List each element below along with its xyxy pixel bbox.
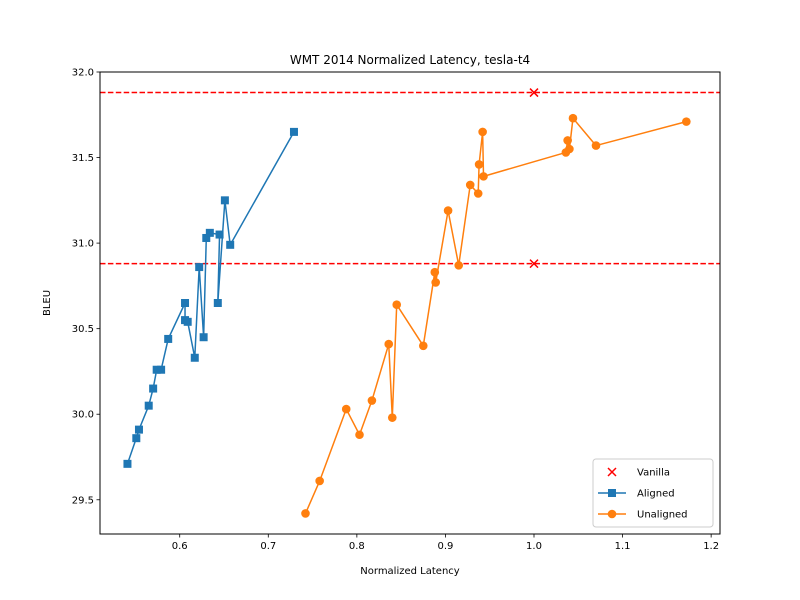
- unaligned-point: [591, 141, 601, 150]
- y-axis-label: BLEU: [42, 290, 53, 316]
- aligned-point: [144, 401, 153, 410]
- unaligned-point: [474, 160, 484, 169]
- aligned-point: [164, 334, 173, 343]
- aligned-point: [157, 365, 166, 374]
- legend-label-unaligned: Unaligned: [637, 510, 688, 521]
- y-tick-label: 30.5: [72, 324, 94, 335]
- legend-item-vanilla: Vanilla: [607, 467, 670, 479]
- plot-area: [100, 88, 720, 518]
- aligned-point: [123, 459, 132, 468]
- unaligned-point: [568, 113, 578, 123]
- aligned-point: [149, 384, 158, 393]
- legend-item-unaligned: Unaligned: [598, 510, 688, 521]
- y-axis-ticks: 29.5 30.0 30.5 31.0 31.5 32.0: [72, 68, 100, 506]
- aligned-point: [152, 365, 161, 374]
- vanilla-point: [529, 259, 539, 269]
- x-tick-label: 1.0: [526, 541, 542, 552]
- vanilla-series: [529, 88, 539, 269]
- x-tick-label: 1.1: [615, 541, 631, 552]
- x-tick-label: 1.2: [703, 541, 719, 552]
- unaligned-point: [392, 300, 402, 310]
- x-axis-ticks: 0.6 0.7 0.8 0.9 1.0 1.1 1.2: [172, 534, 719, 552]
- aligned-point: [199, 333, 208, 342]
- vanilla-point: [529, 88, 539, 98]
- y-tick-label: 30.0: [72, 410, 94, 421]
- unaligned-point: [465, 180, 475, 190]
- y-tick-label: 29.5: [72, 495, 94, 506]
- unaligned-point: [315, 476, 324, 486]
- unaligned-point: [479, 172, 488, 181]
- aligned-point: [190, 353, 199, 362]
- unaligned-series: [301, 113, 691, 518]
- legend-box: [592, 458, 714, 528]
- aligned-point: [213, 299, 222, 307]
- y-tick-label: 31.5: [72, 153, 94, 164]
- unaligned-point: [473, 189, 483, 198]
- x-tick-label: 0.8: [349, 541, 365, 552]
- unaligned-point: [418, 341, 428, 351]
- aligned-point: [205, 228, 214, 237]
- aligned-point: [202, 233, 211, 242]
- axes-frame: [99, 71, 721, 535]
- unaligned-point: [430, 267, 440, 277]
- unaligned-point: [384, 339, 394, 349]
- legend-marker-aligned: [608, 489, 616, 497]
- unaligned-point: [355, 430, 364, 440]
- unaligned-point: [563, 136, 572, 145]
- unaligned-point: [682, 117, 691, 126]
- x-tick-label: 0.9: [437, 541, 453, 552]
- x-axis-label: Normalized Latency: [360, 566, 459, 577]
- aligned-point: [132, 434, 141, 443]
- aligned-point: [215, 230, 224, 239]
- aligned-point: [220, 196, 229, 205]
- aligned-point: [183, 317, 192, 326]
- aligned-point: [181, 299, 190, 307]
- unaligned-point: [454, 261, 464, 270]
- aligned-point: [134, 425, 143, 434]
- unaligned-point: [367, 396, 377, 405]
- unaligned-point: [387, 413, 397, 422]
- legend-marker-unaligned: [607, 509, 617, 519]
- unaligned-point: [301, 509, 310, 518]
- legend-label-aligned: Aligned: [637, 489, 675, 500]
- legend-marker-vanilla: [607, 467, 617, 477]
- x-tick-label: 0.7: [260, 541, 276, 552]
- unaligned-point: [478, 127, 487, 137]
- unaligned-point: [431, 278, 440, 287]
- unaligned-point: [443, 206, 453, 215]
- legend: Vanilla Aligned Unaligned: [592, 458, 714, 528]
- chart-title: WMT 2014 Normalized Latency, tesla-t4: [290, 53, 530, 67]
- aligned-point: [289, 127, 298, 136]
- legend-item-aligned: Aligned: [598, 489, 675, 500]
- y-tick-label: 32.0: [72, 68, 94, 79]
- legend-label-vanilla: Vanilla: [637, 468, 670, 479]
- unaligned-point: [565, 144, 574, 154]
- unaligned-point: [341, 404, 351, 414]
- x-tick-label: 0.6: [172, 541, 188, 552]
- aligned-point: [226, 240, 235, 249]
- aligned-point: [195, 263, 204, 272]
- y-tick-label: 31.0: [72, 239, 94, 250]
- aligned-series: [123, 127, 298, 468]
